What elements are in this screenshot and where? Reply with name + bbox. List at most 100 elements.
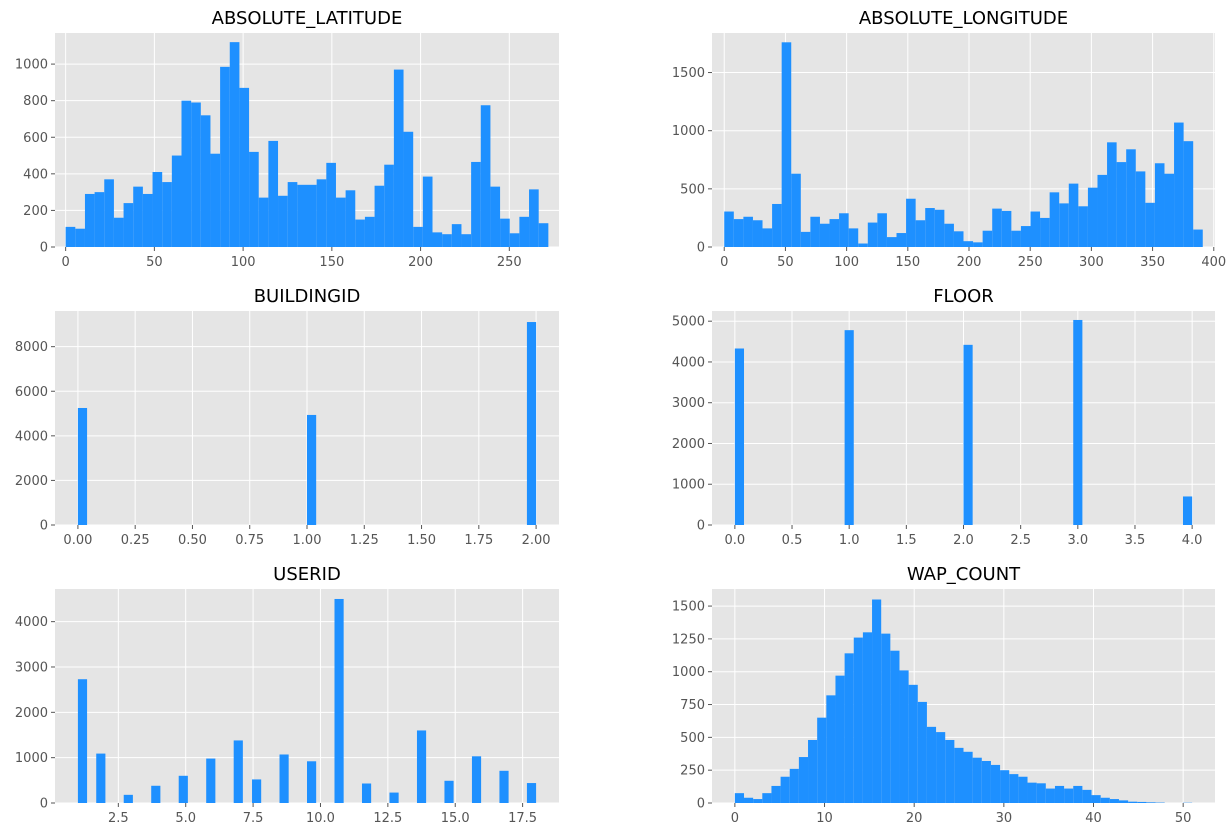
y-tick-label: 2000 [15, 474, 48, 489]
y-tick-label: 8000 [15, 340, 48, 355]
histogram-bar [1116, 162, 1127, 247]
histogram-bar [499, 770, 509, 803]
x-tick-label: 400 [1201, 255, 1226, 270]
histogram-bar [1118, 800, 1129, 803]
histogram-bar [461, 234, 472, 247]
x-tick-label: 20 [906, 811, 923, 826]
histogram-bar [1193, 229, 1203, 247]
x-tick-label: 1.00 [293, 533, 322, 548]
subplot-title: BUILDINGID [254, 286, 361, 307]
x-tick-label: 1.50 [407, 533, 436, 548]
y-tick-label: 1000 [15, 58, 48, 73]
x-tick-label: 50 [777, 255, 794, 270]
x-tick-label: 200 [408, 255, 433, 270]
x-tick-label: 100 [834, 255, 859, 270]
y-tick-label: 2000 [672, 437, 705, 452]
histogram-bar [133, 186, 143, 247]
y-tick-label: 2000 [15, 706, 48, 721]
y-tick-label: 800 [23, 94, 48, 109]
histogram-bar [509, 233, 520, 247]
x-tick-label: 2.00 [522, 533, 551, 548]
histogram-bar [872, 599, 882, 803]
y-tick-label: 500 [680, 182, 705, 197]
histogram-bar [229, 42, 240, 248]
x-tick-label: 0.50 [178, 533, 207, 548]
histogram-bar [800, 231, 811, 247]
histogram-bar [316, 179, 327, 247]
histogram-bar [724, 211, 734, 247]
histogram-bar [867, 222, 878, 247]
histogram-bar [200, 115, 211, 247]
histogram-bar [104, 179, 114, 247]
x-tick-label: 50 [1175, 811, 1192, 826]
histogram-bar [142, 193, 153, 247]
histogram-bar [886, 237, 897, 247]
histogram-bar [374, 185, 385, 247]
x-tick-label: 0.75 [235, 533, 264, 548]
histogram-bar [526, 322, 537, 525]
histogram-bar [926, 726, 937, 803]
histogram-bar [1137, 801, 1147, 803]
histogram-bar [844, 653, 854, 803]
subplot-title: ABSOLUTE_LATITUDE [212, 8, 403, 29]
subplot-buildingid: 0.00 0.25 0.50 0.75 1.00 1.25 1.50 1.75 2.00 0 200… [15, 286, 559, 548]
histogram-bar [954, 747, 964, 803]
histogram-bar [1073, 319, 1083, 525]
histogram-bar [355, 219, 365, 247]
y-tick-label: 400 [23, 167, 48, 182]
x-tick-label: 0 [62, 255, 70, 270]
histogram-bar [1097, 174, 1108, 247]
histogram-bar [268, 140, 279, 247]
x-tick-label: 30 [996, 811, 1013, 826]
y-tick-label: 0 [697, 797, 705, 812]
y-tick-label: 3000 [15, 660, 48, 675]
subplot-title: WAP_COUNT [907, 564, 1021, 585]
x-tick-label: 150 [895, 255, 920, 270]
histogram-bar [279, 754, 289, 803]
y-tick-label: 1000 [672, 478, 705, 493]
histogram-bar [77, 407, 88, 525]
histogram-bar [1146, 802, 1156, 803]
histogram-bar [1045, 788, 1055, 803]
x-tick-label: 1.0 [839, 533, 860, 548]
histogram-bar [529, 189, 539, 247]
histogram-bar [992, 208, 1002, 247]
histogram-bar [1027, 782, 1037, 803]
histogram-bar [364, 216, 375, 247]
histogram-bar [1011, 230, 1021, 247]
x-tick-label: 1.5 [896, 533, 917, 548]
y-tick-label: 0 [697, 241, 705, 256]
y-tick-label: 200 [23, 204, 48, 219]
histogram-bar [1049, 192, 1060, 247]
subplot-wap-count: 0 10 20 30 40 500250500750100012501500WAP_COU… [672, 564, 1215, 826]
histogram-bar [734, 793, 745, 803]
histogram-bar [297, 184, 307, 247]
x-tick-label: 0.25 [121, 533, 150, 548]
histogram-bar [1054, 785, 1065, 803]
histogram-bar [84, 193, 95, 247]
subplot-title: USERID [273, 564, 341, 585]
histogram-bar [896, 233, 907, 247]
y-tick-label: 3000 [672, 396, 705, 411]
histogram-bar [1126, 149, 1136, 247]
histogram-bar [881, 633, 891, 803]
histogram-bar [963, 241, 974, 247]
histogram-bar [1100, 797, 1110, 803]
histogram-bar [945, 739, 955, 803]
histogram-bar [233, 740, 243, 803]
histogram-bar [915, 220, 926, 247]
histogram-bar [944, 223, 954, 247]
histogram-bar [403, 131, 414, 247]
histogram-bar [1154, 163, 1165, 247]
histogram-bar [771, 785, 781, 803]
subplot-floor: 0.0 0.5 1.0 1.5 2.0 2.5 3.0 3.5 4.0 0 1000 2000 3000… [672, 286, 1215, 548]
histogram-bar [181, 100, 192, 247]
x-tick-label: 0.5 [782, 533, 803, 548]
x-tick-label: 1.75 [464, 533, 493, 548]
histogram-bar [844, 330, 854, 525]
histogram-bar [75, 228, 85, 247]
histogram-bar [972, 757, 982, 803]
x-tick-label: 0.0 [725, 533, 746, 548]
histogram-bar [162, 182, 172, 247]
